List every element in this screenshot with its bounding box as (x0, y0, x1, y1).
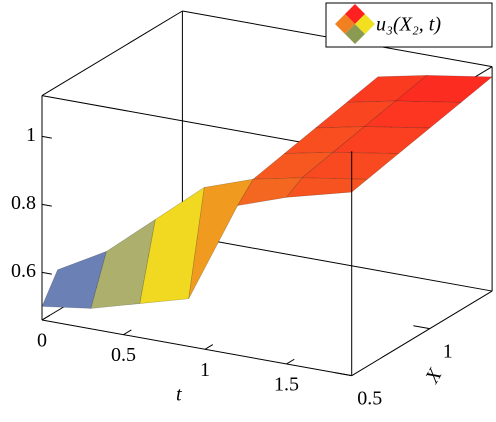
legend-icon (335, 4, 375, 44)
y-tick (335, 372, 352, 377)
x-tick-label: 1 (200, 359, 210, 381)
box-edge (182, 234, 493, 292)
z-tick-label: 0.8 (11, 192, 36, 214)
x-axis-label: t (176, 384, 182, 406)
z-tick-label: 0.6 (11, 260, 36, 282)
box-edge (351, 290, 493, 377)
x-tick (204, 344, 214, 350)
x-tick-label: 0 (37, 330, 47, 352)
y-axis-label: X (421, 365, 447, 388)
y-tick (413, 325, 430, 330)
z-tick (41, 135, 52, 139)
y-tick-label: 0.5 (357, 387, 382, 409)
x-tick-label: 0.5 (111, 344, 136, 366)
surface-patch (285, 177, 369, 198)
legend-label: u₃(X₂, t) (376, 14, 441, 36)
legend-swatch (355, 14, 375, 34)
box-edge (41, 319, 352, 377)
z-tick (41, 271, 52, 275)
z-tick (41, 203, 52, 207)
x-tick (41, 314, 51, 321)
z-tick-label: 1 (26, 124, 36, 146)
legend: u₃(X₂, t) (325, 2, 493, 48)
surface (41, 75, 493, 309)
axes-front: 0 0.5 1 1.5 0.5 1 0.6 0.8 1 (11, 124, 453, 409)
x-tick (123, 329, 132, 336)
x-tick-label: 1.5 (274, 374, 299, 396)
x-tick (286, 358, 295, 365)
y-tick-label: 1 (443, 340, 453, 362)
box-edge (41, 10, 183, 97)
